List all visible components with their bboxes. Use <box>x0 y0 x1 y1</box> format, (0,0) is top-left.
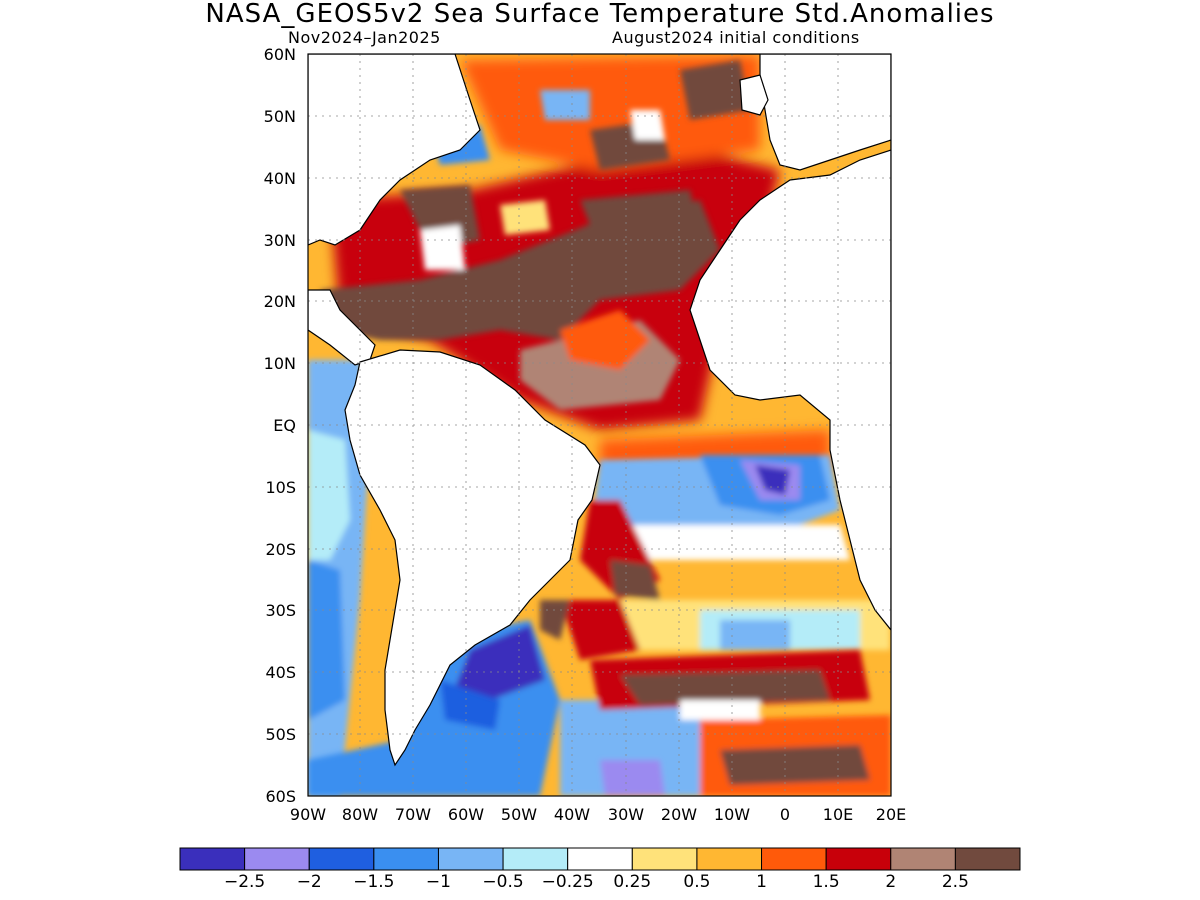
colorbar-swatch <box>890 847 956 871</box>
gridlines <box>308 54 891 796</box>
colorbar-tick-label: −1.5 <box>353 872 395 892</box>
south-america <box>344 349 601 767</box>
colorbar <box>179 847 1021 871</box>
colorbar-swatch <box>244 847 310 871</box>
lat-tick-label: 40S <box>265 663 296 682</box>
colorbar-swatch <box>502 847 569 871</box>
lat-tick-label: 30S <box>265 601 296 620</box>
land-masses <box>308 54 891 767</box>
colorbar-swatch <box>437 847 504 871</box>
colorbar-swatch <box>308 847 375 871</box>
lat-tick-label: 60N <box>264 45 296 64</box>
colorbar-tick-label: −2 <box>296 872 322 892</box>
lat-tick-label: EQ <box>273 416 296 435</box>
colorbar-swatch <box>954 847 1021 871</box>
map-frame <box>307 53 892 797</box>
colorbar-tick-label: 1.5 <box>812 872 840 892</box>
lat-tick-label: 20S <box>265 540 296 559</box>
lon-tick-label: 10E <box>823 805 853 824</box>
africa <box>689 54 891 631</box>
lat-tick-label: 60S <box>265 787 296 806</box>
central-america <box>308 289 376 366</box>
colorbar-tick-label: 2.5 <box>941 872 969 892</box>
lon-tick-label: 60W <box>448 805 484 824</box>
lon-tick-label: 70W <box>395 805 431 824</box>
colorbar-tick-label: −1 <box>425 872 451 892</box>
lon-tick-label: 0 <box>780 805 790 824</box>
lon-tick-label: 10W <box>714 805 750 824</box>
lon-tick-label: 90W <box>290 805 326 824</box>
initial-conditions: August2024 initial conditions <box>612 28 860 47</box>
colorbar-swatch <box>567 847 633 871</box>
lat-tick-label: 30N <box>264 231 296 250</box>
lon-tick-label: 40W <box>554 805 590 824</box>
lon-tick-label: 50W <box>501 805 537 824</box>
forecast-period: Nov2024–Jan2025 <box>288 28 441 47</box>
colorbar-swatch <box>761 847 827 871</box>
lon-tick-label: 20W <box>661 805 697 824</box>
lat-tick-label: 10N <box>264 354 296 373</box>
longitude-axis: 90W 80W 70W 60W 50W 40W 30W 20W 10W 0 10… <box>290 805 906 824</box>
latitude-axis: 60N 50N 40N 30N 20N 10N EQ 10S 20S 30S 4… <box>264 45 296 806</box>
lat-tick-label: 40N <box>264 169 296 188</box>
lat-tick-label: 50N <box>264 107 296 126</box>
lon-tick-label: 20E <box>876 805 906 824</box>
colorbar-swatch <box>696 847 763 871</box>
colorbar-tick-label: −2.5 <box>223 872 266 892</box>
north-america <box>308 54 481 246</box>
anomaly-field <box>308 54 891 796</box>
colorbar-tick-label: 0.5 <box>683 872 711 892</box>
colorbar-tick-label: 2 <box>885 872 897 892</box>
colorbar-swatch <box>631 847 698 871</box>
lat-tick-label: 50S <box>265 725 296 744</box>
colorbar-tick-label: 0.25 <box>613 872 652 892</box>
colorbar-tick-label: −0.25 <box>541 872 594 892</box>
colorbar-swatch <box>373 847 439 871</box>
lat-tick-label: 20N <box>264 292 296 311</box>
lon-tick-label: 80W <box>342 805 378 824</box>
colorbar-tick-label: −0.5 <box>482 872 524 892</box>
colorbar-swatch <box>825 847 892 871</box>
colorbar-swatch <box>179 847 246 871</box>
lon-tick-label: 30W <box>608 805 644 824</box>
lat-tick-label: 10S <box>265 478 296 497</box>
colorbar-tick-label: 1 <box>756 872 767 892</box>
british-isles <box>739 74 769 116</box>
map-title: NASA_GEOS5v2 Sea Surface Temperature Std… <box>205 0 995 29</box>
